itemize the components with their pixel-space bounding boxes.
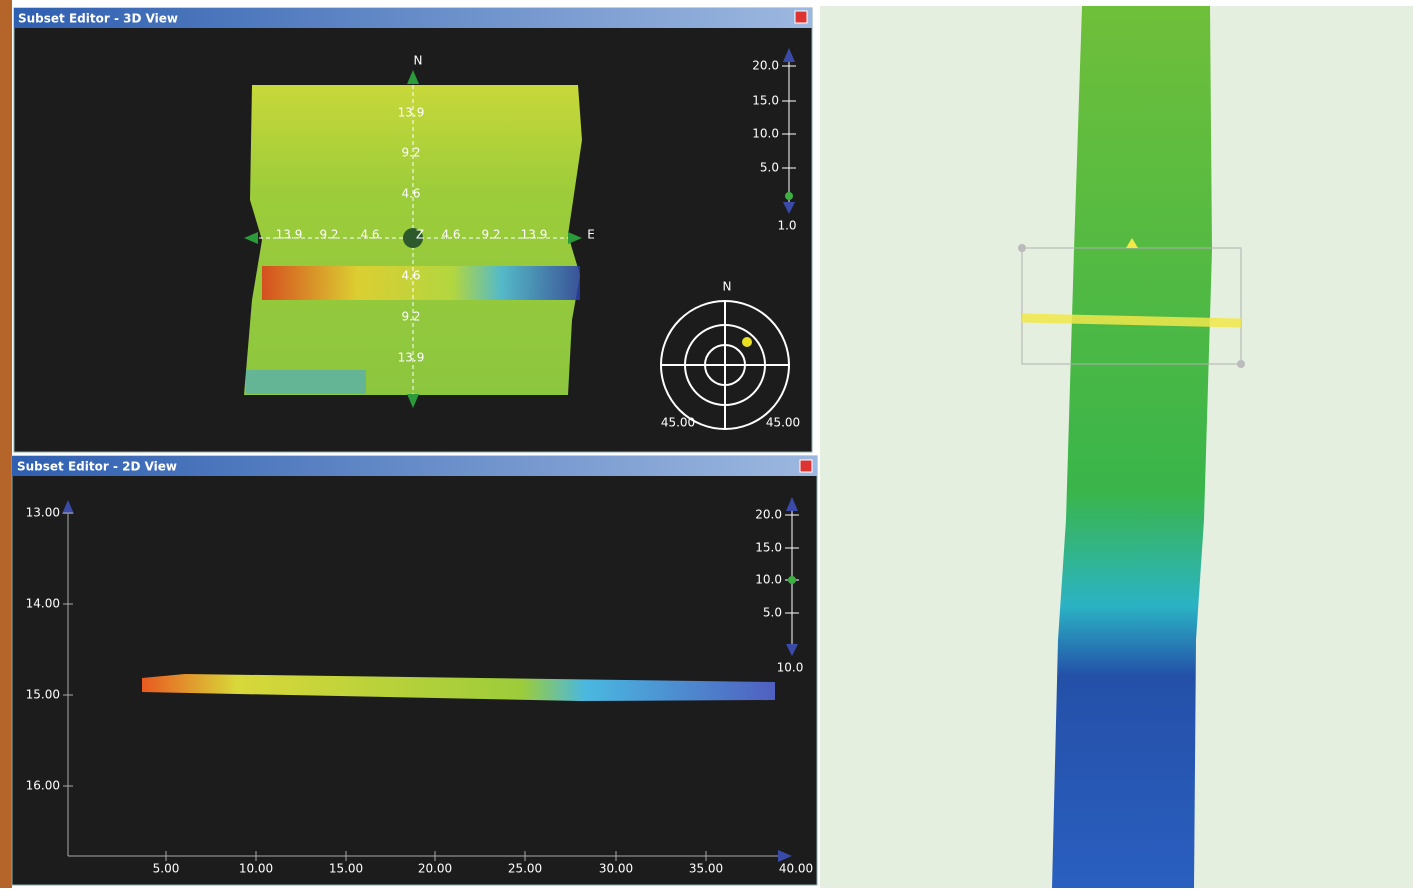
orientation-north: N [723,280,732,294]
scale-label: 5.0 [763,606,782,620]
x-tick-label: 30.00 [599,862,633,876]
grid-label: 4.6 [401,187,420,201]
scale-label: 10.0 [752,127,779,141]
side-bar [0,0,12,888]
scale-value: 1.0 [777,219,796,233]
handle[interactable] [1018,244,1026,252]
x-tick-label: 35.00 [689,862,723,876]
grid-label: 4.6 [401,269,420,283]
orientation-right: 45.00 [766,416,800,430]
scale-label: 10.0 [755,573,782,587]
scale-label: 20.0 [755,508,782,522]
page: Subset Editor - 3D View N E Z N 45.00 45… [0,0,1413,888]
north-label: N [414,54,423,68]
window-title: Subset Editor - 2D View [17,460,177,474]
grid-label: 4.6 [360,228,379,242]
x-tick-label: 15.00 [329,862,363,876]
grid-label: 13.9 [521,228,548,242]
y-tick-label: 13.00 [26,506,60,520]
edge-feature [246,370,366,394]
screen: Subset Editor - 3D View N E Z N 45.00 45… [0,0,1413,888]
view-point[interactable] [742,337,752,347]
x-tick-label: 40.00 [779,862,813,876]
seam-feature [262,266,580,300]
scale-label: 15.0 [752,94,779,108]
grid-label: 13.9 [398,351,425,365]
window-title: Subset Editor - 3D View [18,12,178,26]
grid-label: 9.2 [481,228,500,242]
scale-label: 20.0 [752,59,779,73]
grid-label: 9.2 [319,228,338,242]
scale-value: 10.0 [777,661,804,675]
east-label: E [587,228,595,242]
grid-label: 4.6 [441,228,460,242]
subset-line[interactable] [1022,318,1241,323]
x-tick-label: 10.00 [239,862,273,876]
scale-slider[interactable] [785,192,793,200]
close-button[interactable] [795,11,807,23]
scale-label: 15.0 [755,541,782,555]
scale-slider[interactable] [788,576,796,584]
y-tick-label: 16.00 [26,779,60,793]
x-tick-label: 20.00 [418,862,452,876]
center-label: Z [416,228,424,242]
grid-label: 9.2 [401,310,420,324]
x-tick-label: 25.00 [508,862,542,876]
orientation-left: 45.00 [661,416,695,430]
grid-label: 13.9 [276,228,303,242]
y-tick-label: 14.00 [26,597,60,611]
handle[interactable] [1237,360,1245,368]
close-button[interactable] [800,460,812,472]
scale-label: 5.0 [760,161,779,175]
x-tick-label: 5.00 [153,862,180,876]
grid-label: 9.2 [401,146,420,160]
window-2d [12,456,817,885]
grid-label: 13.9 [398,106,425,120]
y-tick-label: 15.00 [26,688,60,702]
